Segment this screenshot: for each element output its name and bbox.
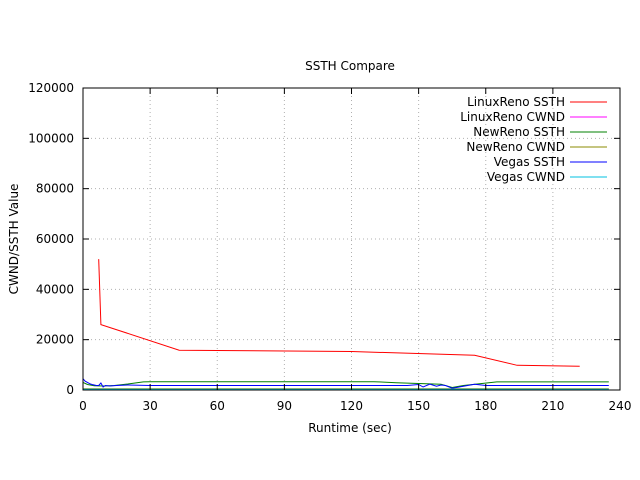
y-tick-label: 0 (66, 383, 74, 397)
grid (83, 88, 620, 390)
x-tick-label: 210 (541, 399, 564, 413)
legend-label: Vegas SSTH (494, 155, 565, 169)
legend-label: LinuxReno SSTH (467, 95, 565, 109)
y-tick-label: 20000 (36, 333, 74, 347)
legend-label: NewReno CWND (466, 140, 565, 154)
x-tick-label: 180 (474, 399, 497, 413)
y-tick-label: 60000 (36, 232, 74, 246)
y-axis-label: CWND/SSTH Value (7, 184, 21, 295)
x-tick-label: 150 (407, 399, 430, 413)
x-tick-label: 0 (79, 399, 87, 413)
x-axis-label: Runtime (sec) (308, 421, 392, 435)
y-tick-label: 120000 (28, 81, 74, 95)
legend-label: Vegas CWND (487, 170, 565, 184)
y-tick-label: 100000 (28, 131, 74, 145)
x-tick-label: 120 (340, 399, 363, 413)
x-tick-label: 90 (277, 399, 292, 413)
chart-title: SSTH Compare (305, 59, 395, 73)
x-tick-label: 30 (142, 399, 157, 413)
legend-label: LinuxReno CWND (460, 110, 565, 124)
x-tick-label: 60 (210, 399, 225, 413)
y-tick-label: 40000 (36, 282, 74, 296)
legend-label: NewReno SSTH (473, 125, 565, 139)
x-axis: 0 30 60 90 120 150 180 210 240 (79, 88, 631, 413)
series-line-1 (98, 259, 580, 367)
y-axis: 0 20000 40000 60000 80000 100000 120000 (28, 81, 620, 397)
y-tick-label: 80000 (36, 182, 74, 196)
x-tick-label: 240 (609, 399, 632, 413)
